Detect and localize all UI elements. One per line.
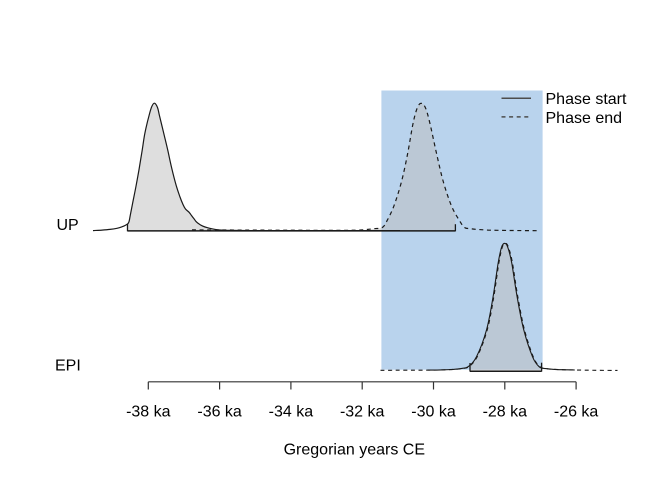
svg-text:EPI: EPI bbox=[55, 357, 81, 374]
svg-text:-26 ka: -26 ka bbox=[554, 403, 599, 420]
svg-text:-30 ka: -30 ka bbox=[411, 403, 456, 420]
svg-text:Phase start: Phase start bbox=[546, 91, 627, 108]
svg-text:-38 ka: -38 ka bbox=[126, 403, 171, 420]
svg-text:Phase end: Phase end bbox=[546, 110, 623, 127]
svg-text:-34 ka: -34 ka bbox=[269, 403, 314, 420]
svg-text:-28 ka: -28 ka bbox=[483, 403, 528, 420]
svg-text:-32 ka: -32 ka bbox=[340, 403, 385, 420]
svg-text:UP: UP bbox=[57, 217, 79, 234]
svg-text:Gregorian years CE: Gregorian years CE bbox=[284, 442, 425, 459]
svg-text:-36 ka: -36 ka bbox=[197, 403, 242, 420]
